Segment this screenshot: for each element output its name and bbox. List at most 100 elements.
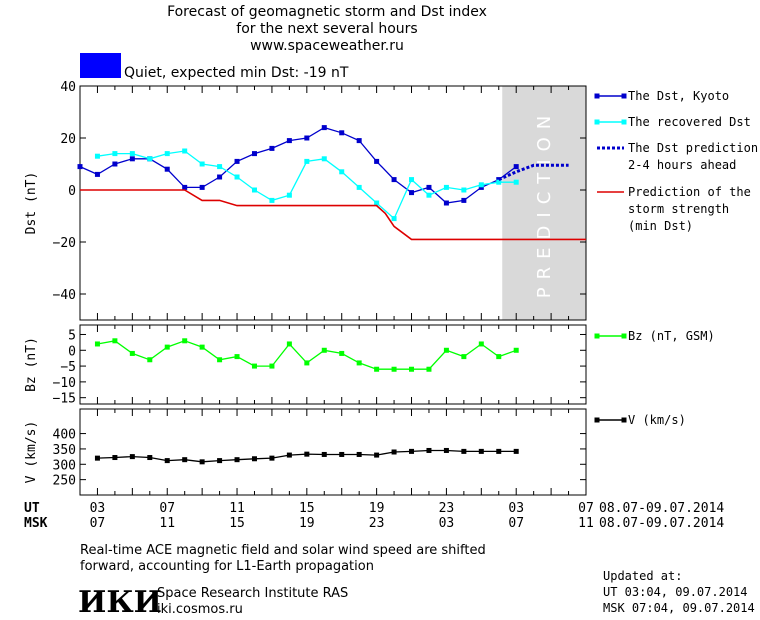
data-point: [251, 456, 257, 462]
panel-frame: [79, 85, 587, 321]
data-point: [112, 161, 118, 167]
data-point: [321, 347, 327, 353]
data-point: [234, 354, 240, 360]
y-tick-label: 0: [68, 184, 76, 199]
data-point: [251, 187, 257, 193]
data-point: [199, 184, 205, 190]
data-point: [164, 344, 170, 350]
y-tick-label: 250: [53, 474, 76, 489]
legend-item: The Dst prediction 2-4 hours ahead: [597, 141, 758, 172]
data-point: [443, 200, 449, 206]
data-point: [391, 449, 397, 455]
data-point: [426, 447, 432, 453]
data-point: [129, 156, 135, 162]
y-tick-label: 20: [60, 132, 76, 147]
msk-tick-label: 07: [90, 516, 106, 531]
data-point: [199, 459, 205, 465]
data-point: [77, 164, 83, 170]
data-point: [129, 151, 135, 157]
data-point: [374, 452, 380, 458]
prediction-zone: [502, 86, 586, 320]
data-point: [496, 177, 502, 183]
data-point: [321, 156, 327, 162]
data-point: [251, 151, 257, 157]
data-point: [164, 458, 170, 464]
ut-tick-label: 11: [229, 501, 245, 516]
ut-tick-label: 15: [299, 501, 315, 516]
y-tick-label: 5: [68, 328, 76, 343]
chart-title-line-1: Forecast of geomagnetic storm and Dst in…: [167, 4, 487, 20]
legend-label: storm strength: [628, 202, 729, 216]
legend-item: V (km/s): [594, 413, 686, 427]
data-point: [409, 366, 415, 372]
data-point: [182, 457, 188, 463]
y-tick-label: 300: [53, 458, 76, 473]
data-point: [269, 145, 275, 151]
y-tick-label: −15: [53, 392, 76, 407]
data-point: [513, 448, 519, 454]
y-tick-label: −20: [53, 236, 76, 251]
data-point: [321, 125, 327, 131]
data-point: [286, 192, 292, 198]
data-point: [94, 153, 100, 159]
data-point: [461, 187, 467, 193]
data-point: [478, 341, 484, 347]
bz-panel: −15−10−505 Bz (nT): [24, 324, 587, 407]
data-point: [129, 454, 135, 460]
data-point: [496, 179, 502, 185]
legend-label: The Dst, Kyoto: [628, 89, 729, 103]
y-tick-label: 400: [53, 428, 76, 443]
msk-label: MSK: [24, 516, 48, 531]
data-point: [147, 156, 153, 162]
data-point: [234, 457, 240, 463]
data-point: [182, 148, 188, 154]
data-point: [234, 174, 240, 180]
data-point: [409, 177, 415, 183]
data-point: [112, 338, 118, 344]
y-tick-label: −10: [53, 376, 76, 391]
data-point: [304, 360, 310, 366]
data-point: [286, 452, 292, 458]
legend-item: Prediction of the storm strength (min Dst): [597, 185, 751, 233]
legend-label: Prediction of the: [628, 185, 751, 199]
footnote-line-2: forward, accounting for L1-Earth propaga…: [80, 559, 374, 574]
data-point: [269, 363, 275, 369]
chart-title-line-3: www.spaceweather.ru: [250, 38, 404, 54]
prediction-label: PREDICTION: [534, 108, 555, 298]
series-line: [80, 189, 586, 241]
data-point: [94, 341, 100, 347]
series-line: [79, 126, 517, 204]
data-point: [339, 451, 345, 457]
data-point: [269, 455, 275, 461]
msk-tick-label: 11: [578, 516, 594, 531]
svg-text:PREDICTION: PREDICTION: [534, 108, 555, 298]
ut-date-range: 08.07-09.07.2014: [599, 501, 724, 516]
msk-tick-label: 15: [229, 516, 245, 531]
legend-label: Bz (nT, GSM): [628, 329, 715, 343]
legend-item: The recovered Dst: [594, 115, 751, 129]
data-point: [269, 197, 275, 203]
data-point: [339, 350, 345, 356]
updated-ut: UT 03:04, 09.07.2014: [603, 585, 748, 599]
prediction-zone: [502, 325, 586, 404]
data-point: [217, 458, 223, 464]
status-label: Quiet, expected min Dst: -19 nT: [124, 65, 349, 81]
ut-tick-label: 07: [578, 501, 594, 516]
data-point: [147, 455, 153, 461]
data-point: [286, 341, 292, 347]
panel-frame: [79, 408, 587, 496]
data-point: [129, 350, 135, 356]
y-axis-label: Bz (nT): [24, 337, 39, 392]
data-point: [286, 138, 292, 144]
chart-title-line-2: for the next several hours: [236, 21, 417, 37]
y-tick-label: 0: [68, 344, 76, 359]
data-point: [339, 130, 345, 136]
data-point: [426, 192, 432, 198]
legend-label: (min Dst): [628, 219, 693, 233]
data-point: [374, 158, 380, 164]
msk-tick-label: 11: [159, 516, 175, 531]
data-point: [426, 184, 432, 190]
data-point: [321, 451, 327, 457]
